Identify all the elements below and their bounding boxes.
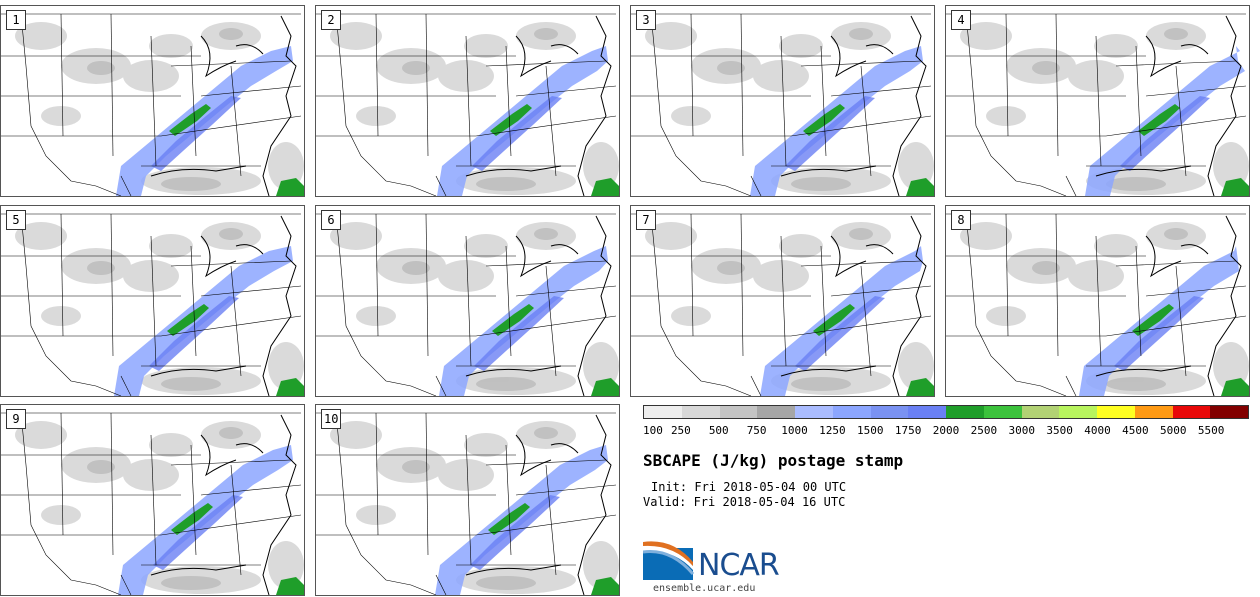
logo-text: NCAR — [698, 548, 780, 583]
legend-label: 5000 — [1160, 424, 1187, 437]
legend-swatch — [644, 406, 682, 418]
valid-time: Valid: Fri 2018-05-04 16 UTC — [643, 495, 846, 509]
legend-label: 4500 — [1122, 424, 1149, 437]
panel-number: 3 — [636, 10, 656, 30]
map-panel-9: 9 — [0, 404, 305, 596]
legend-label: 1750 — [894, 424, 922, 437]
legend-label: 1250 — [819, 424, 846, 437]
legend-swatch — [1059, 406, 1097, 418]
legend-swatch — [795, 406, 833, 418]
panel-number: 1 — [6, 10, 26, 30]
panel-number: 4 — [951, 10, 971, 30]
legend-label: 250 — [670, 424, 691, 437]
legend-swatch — [757, 406, 795, 418]
legend-label: 750 — [746, 424, 767, 437]
panel-number: 7 — [636, 210, 656, 230]
legend-swatch — [719, 406, 758, 418]
map-panel-3: 3 — [630, 5, 935, 197]
legend-label: 1000 — [781, 424, 808, 437]
legend-label: 3500 — [1046, 424, 1073, 437]
map-panel-2: 2 — [315, 5, 620, 197]
legend-swatch — [1210, 406, 1248, 418]
legend-swatch — [681, 406, 720, 418]
legend-swatch — [1021, 406, 1060, 418]
map-panel-6: 6 — [315, 205, 620, 397]
legend-swatch — [832, 406, 871, 418]
legend-label: 5500 — [1197, 424, 1225, 437]
map-panel-10: 10 — [315, 404, 620, 596]
legend-swatch — [1134, 406, 1173, 418]
init-time: Init: Fri 2018-05-04 00 UTC — [651, 480, 847, 494]
panel-number: 9 — [6, 409, 26, 429]
legend-label: 1500 — [857, 424, 884, 437]
legend-label: 2500 — [970, 424, 998, 437]
legend-swatch — [946, 406, 984, 418]
panel-number: 8 — [951, 210, 971, 230]
panel-number: 5 — [6, 210, 26, 230]
legend-label: 500 — [708, 424, 729, 437]
legend-swatch — [870, 406, 909, 418]
legend-swatch — [908, 406, 946, 418]
panel-number: 2 — [321, 10, 341, 30]
map-panel-7: 7 — [630, 205, 935, 397]
map-panel-5: 5 — [0, 205, 305, 397]
map-panel-8: 8 — [945, 205, 1250, 397]
legend-label: 100 — [643, 424, 663, 437]
legend-label: 2000 — [932, 424, 960, 437]
legend-labels: 100 250 500 750 1000 1250 1500 1750 2000 2500 3000… — [643, 424, 1249, 438]
legend-label: 4000 — [1084, 424, 1111, 437]
ncar-logo-icon — [643, 541, 695, 580]
panel-number: 10 — [321, 409, 342, 429]
map-panel-4: 4 — [945, 5, 1250, 197]
color-scale-legend — [643, 405, 1249, 419]
chart-title: SBCAPE (J/kg) postage stamp — [643, 451, 904, 470]
legend-swatch — [1172, 406, 1211, 418]
map-panel-1: 1 — [0, 5, 305, 197]
legend-swatch — [1097, 406, 1135, 418]
legend-swatch — [983, 406, 1022, 418]
legend-label: 3000 — [1008, 424, 1036, 437]
panel-number: 6 — [321, 210, 341, 230]
site-url: ensemble.ucar.edu — [653, 583, 756, 594]
